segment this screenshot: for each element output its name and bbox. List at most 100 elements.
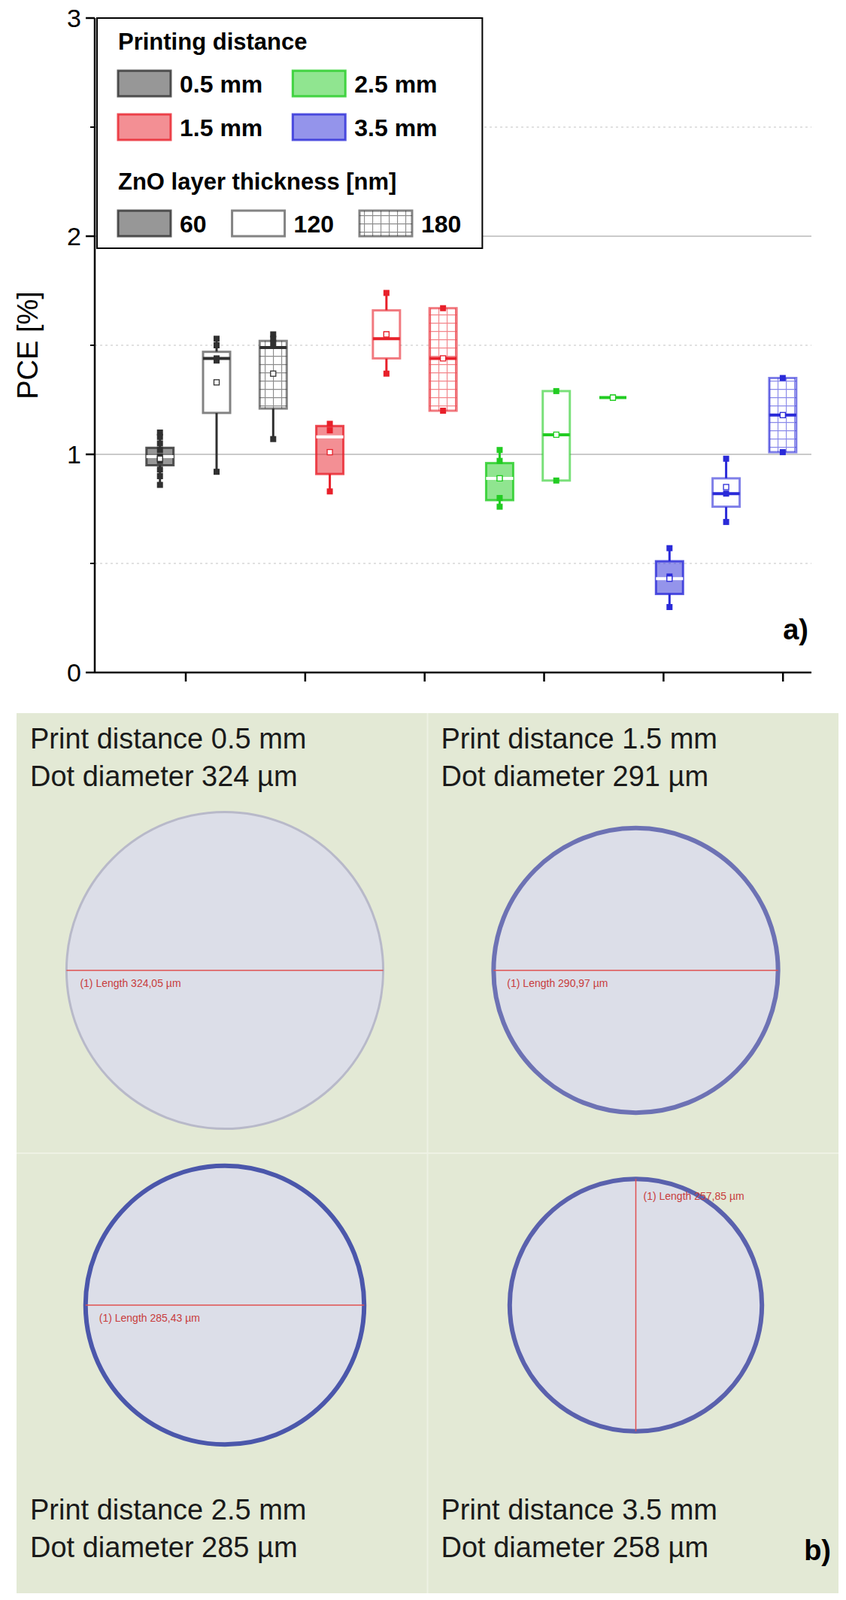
- y-tick-label: 3: [66, 3, 82, 33]
- legend-swatch: [359, 210, 413, 237]
- box-body: [316, 425, 344, 474]
- box: [769, 375, 797, 456]
- micrograph-title: Print distance 3.5 mm: [441, 1493, 718, 1526]
- y-tick: [85, 453, 95, 456]
- y-tick: [85, 671, 95, 674]
- y-axis-line: [94, 18, 97, 673]
- background: [0, 0, 846, 1600]
- legend-label: 1.5 mm: [179, 114, 263, 142]
- micrograph: (1) Length 257,85 µmPrint distance 3.5 m…: [441, 1178, 763, 1563]
- legend: Printing distance0.5 mm1.5 mm2.5 mm3.5 m…: [97, 18, 483, 249]
- legend-swatch: [118, 70, 171, 97]
- x-tick: [782, 672, 785, 682]
- whisker-lower: [215, 412, 219, 472]
- data-point: [439, 305, 446, 312]
- printed-dot: [66, 811, 383, 1128]
- data-point: [779, 375, 786, 382]
- data-point: [609, 394, 616, 401]
- mean: [440, 355, 446, 361]
- mean: [779, 412, 786, 418]
- grid-line: [94, 453, 812, 455]
- measure-label: (1) Length 290,97 µm: [506, 976, 608, 989]
- figure: 0123PCE [%]Printing distance0.5 mm1.5 mm…: [0, 0, 846, 1600]
- data-point: [553, 477, 560, 484]
- box: [259, 331, 287, 443]
- micrograph: (1) Length 324,05 µmPrint distance 0.5 m…: [30, 722, 384, 1129]
- data-point: [666, 603, 673, 610]
- y-tick: [85, 235, 95, 238]
- box-body: [712, 478, 740, 507]
- box: [542, 388, 571, 484]
- printed-dot: [493, 827, 778, 1113]
- measure-label: (1) Length 324,05 µm: [79, 976, 181, 989]
- legend-swatch: [292, 70, 346, 97]
- box: [599, 394, 627, 401]
- data-point: [666, 545, 673, 552]
- box: [203, 335, 231, 475]
- median: [316, 435, 344, 439]
- data-point: [439, 407, 446, 414]
- panel-a: 0123PCE [%]Printing distance0.5 mm1.5 mm…: [12, 3, 812, 687]
- measure-line: [66, 969, 383, 971]
- printed-dot: [509, 1178, 762, 1431]
- box: [146, 429, 174, 489]
- data-point: [157, 466, 164, 473]
- data-point: [383, 331, 390, 338]
- data-point: [157, 433, 164, 440]
- data-point: [157, 482, 164, 489]
- box: [485, 446, 513, 510]
- data-point: [383, 370, 390, 377]
- mean: [723, 484, 729, 490]
- data-point: [213, 342, 220, 349]
- box: [655, 545, 683, 610]
- box-body: [429, 308, 457, 411]
- x-tick: [542, 672, 546, 682]
- data-point: [609, 394, 616, 401]
- micrograph-background: [16, 712, 839, 1593]
- minor-grid-line: [94, 562, 812, 564]
- data-point: [157, 440, 164, 447]
- y-tick-label: 0: [66, 658, 82, 687]
- data-point: [496, 475, 503, 482]
- mean: [667, 576, 673, 582]
- measure-line: [85, 1303, 365, 1306]
- data-point: [269, 436, 276, 443]
- legend-label: 120: [294, 210, 334, 238]
- box: [316, 420, 344, 495]
- data-point: [269, 339, 276, 346]
- micrograph-subtitle: Dot diameter 291 µm: [441, 760, 710, 792]
- mean: [497, 475, 503, 481]
- measure-label: (1) Length 285,43 µm: [99, 1311, 201, 1324]
- mean: [383, 331, 389, 337]
- data-point: [327, 420, 334, 427]
- x-tick: [184, 672, 188, 682]
- plot-marks: [146, 289, 797, 610]
- y-tick-label: 1: [66, 439, 82, 469]
- box-body: [485, 463, 513, 501]
- box: [372, 289, 401, 376]
- mean: [610, 394, 616, 401]
- median: [372, 336, 401, 340]
- box-body: [372, 310, 401, 359]
- legend-label: 3.5 mm: [354, 114, 437, 142]
- data-point: [157, 446, 164, 453]
- data-point: [327, 427, 334, 434]
- box-body: [542, 391, 571, 481]
- data-point: [496, 494, 503, 501]
- data-point: [553, 388, 560, 395]
- data-point: [496, 446, 503, 453]
- micrograph: (1) Length 290,97 µmPrint distance 1.5 m…: [441, 722, 779, 1113]
- box: [429, 305, 457, 414]
- data-point: [496, 457, 503, 464]
- median: [259, 345, 287, 349]
- data-point: [779, 448, 786, 455]
- data-point: [723, 455, 730, 462]
- printed-dot: [85, 1165, 365, 1445]
- legend-title: ZnO layer thickness [nm]: [118, 168, 397, 195]
- x-axis-line: [94, 671, 812, 674]
- legend-label: 60: [179, 210, 207, 238]
- legend-frame: [97, 18, 483, 249]
- box-body: [203, 351, 231, 413]
- legend-swatch: [292, 114, 346, 140]
- legend-title: Printing distance: [118, 28, 307, 55]
